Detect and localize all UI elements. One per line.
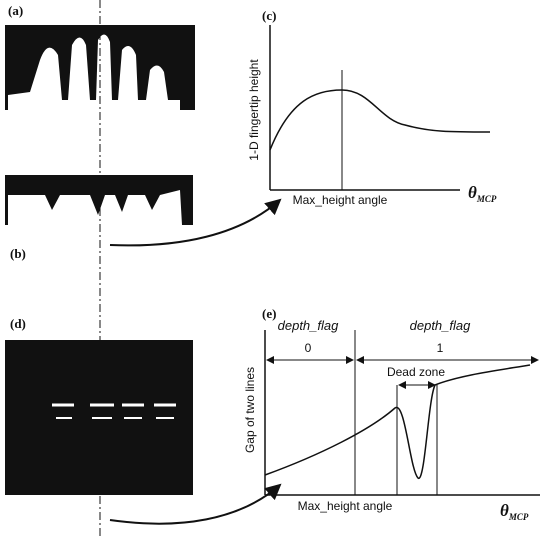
panel-label: (b) [10, 246, 26, 261]
image-b [5, 175, 193, 225]
panel-label: (d) [10, 316, 26, 331]
axis-symbol-main: θ [500, 501, 509, 520]
axis-symbol-main: θ [468, 183, 477, 202]
figure: (a) (b) (c) 1-D fingertip height Max_hei… [0, 0, 548, 538]
axis-label: 1-D fingertip height [247, 59, 261, 161]
axis-symbol: θMCP [500, 501, 529, 522]
axis-symbol: θMCP [468, 183, 497, 204]
plot-c [270, 25, 490, 190]
panel-label: (c) [262, 8, 276, 23]
image-d [5, 340, 193, 495]
flag-value: 0 [305, 341, 312, 355]
axis-symbol-subscript: MCP [508, 512, 529, 522]
flag-name: depth_flag [278, 318, 339, 333]
zone-label: Dead zone [387, 365, 445, 379]
marker-label: Max_height angle [293, 193, 388, 207]
axis-symbol-subscript: MCP [476, 194, 497, 204]
panel-label: (a) [8, 3, 23, 18]
marker-label: Max_height angle [298, 499, 393, 513]
panel-label: (e) [262, 306, 276, 321]
axis-label: Gap of two lines [243, 367, 257, 453]
flag-value: 1 [437, 341, 444, 355]
flag-name: depth_flag [410, 318, 471, 333]
